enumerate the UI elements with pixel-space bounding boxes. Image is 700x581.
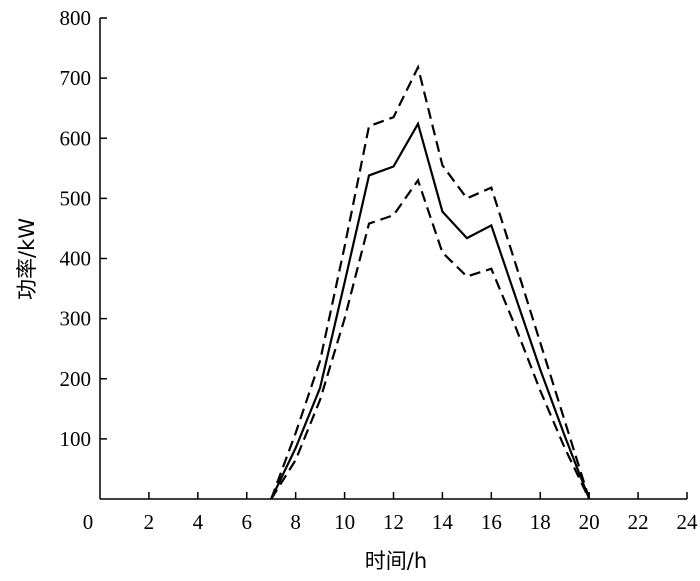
x-tick-label: 0 [83,510,94,534]
y-tick-label: 800 [60,6,92,30]
x-tick-label: 24 [677,510,699,534]
y-tick-label: 700 [60,66,92,90]
solid-series-line [270,120,591,500]
x-tick-label: 22 [628,510,649,534]
axes [99,17,688,500]
x-tick-label: 12 [383,510,404,534]
y-tick-label: 300 [60,307,92,331]
x-tick-label: 18 [530,510,551,534]
x-tick-label: 20 [579,510,600,534]
x-tick-label: 2 [144,510,155,534]
tick-labels: 0 2 4 6 8 10 12 14 16 18 20 22 241002003004005006007… [60,6,699,534]
y-tick-label: 400 [60,247,92,271]
y-tick-label: 600 [60,126,92,150]
y-axis-title: 功率/kW [15,218,39,300]
dashed-series-line [270,177,591,500]
x-axis-title: 时间/h [365,549,427,573]
x-tick-label: 10 [334,510,355,534]
series-layer [270,64,591,500]
x-tick-label: 14 [432,510,454,534]
y-tick-label: 500 [60,186,92,210]
x-tick-label: 16 [481,510,502,534]
y-tick-label: 100 [60,427,92,451]
y-tick-label: 200 [60,367,92,391]
x-tick-label: 8 [290,510,301,534]
x-tick-label: 6 [242,510,253,534]
dashed-series-line [270,64,591,500]
x-tick-label: 4 [193,510,204,534]
